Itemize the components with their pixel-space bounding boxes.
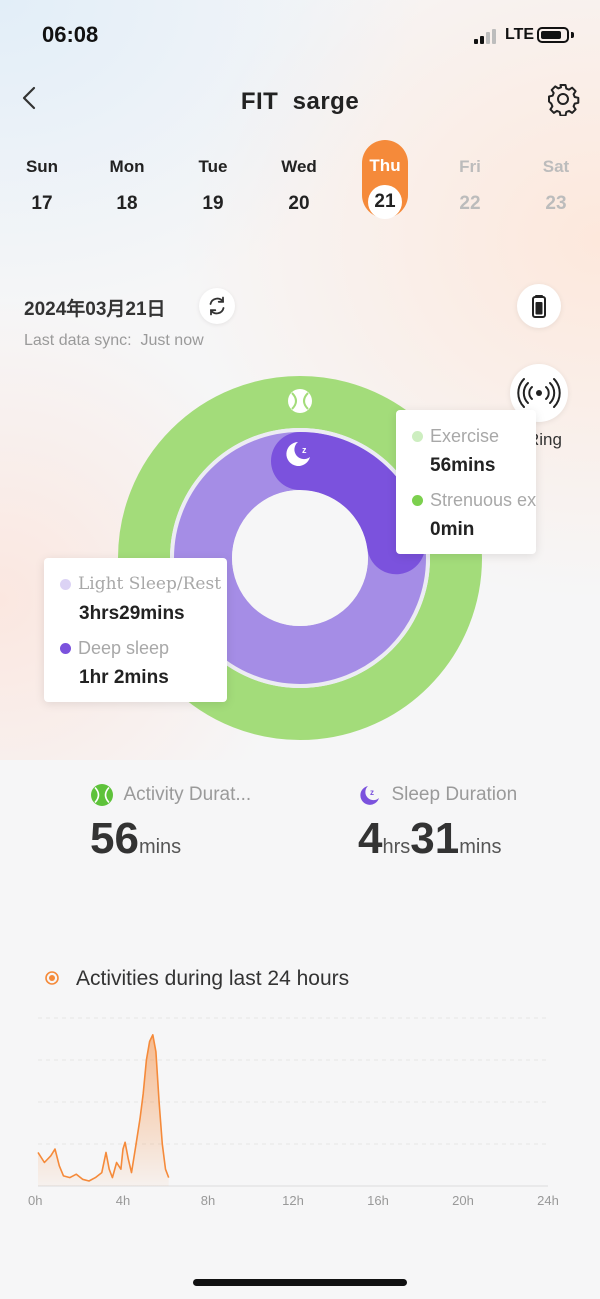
exercise-legend: Exercise [412,426,499,447]
strenuous-value: 0min [430,519,475,540]
sync-button[interactable] [199,288,235,324]
deep-sleep-legend: Deep sleep [60,638,169,659]
sleep-detail-popup: Light Sleep/Rest 3hrs29mins Deep sleep 1… [44,558,227,702]
activity-duration-header: Activity Durat... [91,784,251,806]
day-thu[interactable]: Thu 21 [362,140,408,219]
signal-bar [480,35,484,44]
day-name: Tue [198,157,228,176]
network-label: LTE [505,26,535,43]
sleep-hours-unit: hrs [382,836,411,858]
section-bullet-icon [45,971,59,985]
activity-duration-value: 56mins [90,814,181,864]
sleep-hours: 4 [358,814,383,863]
tennis-ball-icon [288,389,312,413]
date-label: 2024年03月21日 [24,299,166,320]
strenuous-dot [412,495,423,506]
sleep-duration-value: 4hrs31mins [358,814,501,864]
day-date: 21 [368,185,402,219]
chevron-left-icon [22,86,36,110]
day-name: Wed [281,157,317,176]
signal-bar [486,32,490,44]
strenuous-legend: Strenuous exercise [412,490,536,511]
home-indicator[interactable] [193,1279,407,1286]
sleep-duration-header: z Sleep Duration [359,784,517,806]
deep-sleep-label: Deep sleep [78,638,170,658]
activity-minutes-unit: mins [138,836,182,858]
day-mon[interactable]: Mon 18 [97,148,157,224]
exercise-value: 56mins [430,455,496,476]
day-tue[interactable]: Tue 19 [183,148,243,224]
day-name: Sun [25,157,59,176]
sleep-minutes-unit: mins [459,836,502,858]
day-name: Fri [459,157,481,176]
light-sleep-dot [60,578,71,590]
x-tick-label: 16h [367,1193,389,1208]
moon-sleep-icon: z [360,786,379,805]
strenuous-label: Strenuous exercise [430,490,536,510]
x-tick-label: 0h [28,1193,42,1208]
battery-icon [537,27,569,43]
activity-chart[interactable]: 0h 4h 8h 12h 16h 20h 24h [0,1000,600,1220]
day-name: Thu [369,156,401,175]
refresh-icon [209,296,225,316]
donut-center [232,490,368,626]
day-sat[interactable]: Sat 23 [526,148,586,224]
activity-duration-label: Activity Durat... [123,784,252,805]
signal-bar [492,28,496,44]
day-wed[interactable]: Wed 20 [269,148,329,224]
day-fri[interactable]: Fri 22 [440,148,500,224]
tennis-ball-icon [91,784,113,806]
sleep-minutes: 31 [410,814,460,863]
day-date: 17 [31,193,53,214]
svg-text:z: z [370,788,374,797]
exercise-label: Exercise [430,426,500,446]
day-date: 18 [116,193,138,214]
light-sleep-label: Light Sleep/Rest [78,574,222,594]
day-date: 23 [545,193,567,214]
day-name: Mon [109,157,145,176]
light-sleep-value: 3hrs29mins [79,603,185,624]
day-name: Sat [542,157,570,176]
battery-cap [571,32,574,38]
battery-vertical-icon [532,295,546,318]
x-tick-label: 4h [116,1193,130,1208]
day-sun[interactable]: Sun 17 [12,148,72,224]
gear-icon [548,84,580,117]
light-sleep-legend: Light Sleep/Rest [60,574,221,594]
exercise-dot [412,431,423,442]
x-tick-label: 12h [282,1193,304,1208]
day-date: 22 [459,193,481,214]
activities-section-title: Activities during last 24 hours [76,967,350,990]
status-time: 06:08 [42,22,99,47]
day-date: 20 [288,193,310,214]
activity-minutes: 56 [90,814,139,863]
broadcast-icon [517,378,561,408]
back-button[interactable] [14,82,46,114]
x-tick-label: 8h [201,1193,215,1208]
signal-bar [474,39,478,44]
page-title: FIT sarge [240,88,360,115]
deep-sleep-dot [60,643,71,654]
day-date: 19 [202,193,224,214]
svg-text:z: z [302,445,307,455]
moon-sleep-icon: z [286,442,310,466]
device-battery-button[interactable] [517,284,561,328]
deep-sleep-value: 1hr 2mins [79,667,169,688]
settings-button[interactable] [546,82,580,117]
deep-sleep-segment [271,432,426,575]
x-tick-label: 24h [537,1193,559,1208]
sleep-duration-label: Sleep Duration [391,784,518,805]
signal-icon [474,28,498,44]
activity-detail-popup: Exercise 56mins Strenuous exercise 0min [396,410,536,554]
x-tick-label: 20h [452,1193,474,1208]
last-sync-label: Last data sync: Just now [24,332,204,349]
activity-line [37,1034,170,1182]
